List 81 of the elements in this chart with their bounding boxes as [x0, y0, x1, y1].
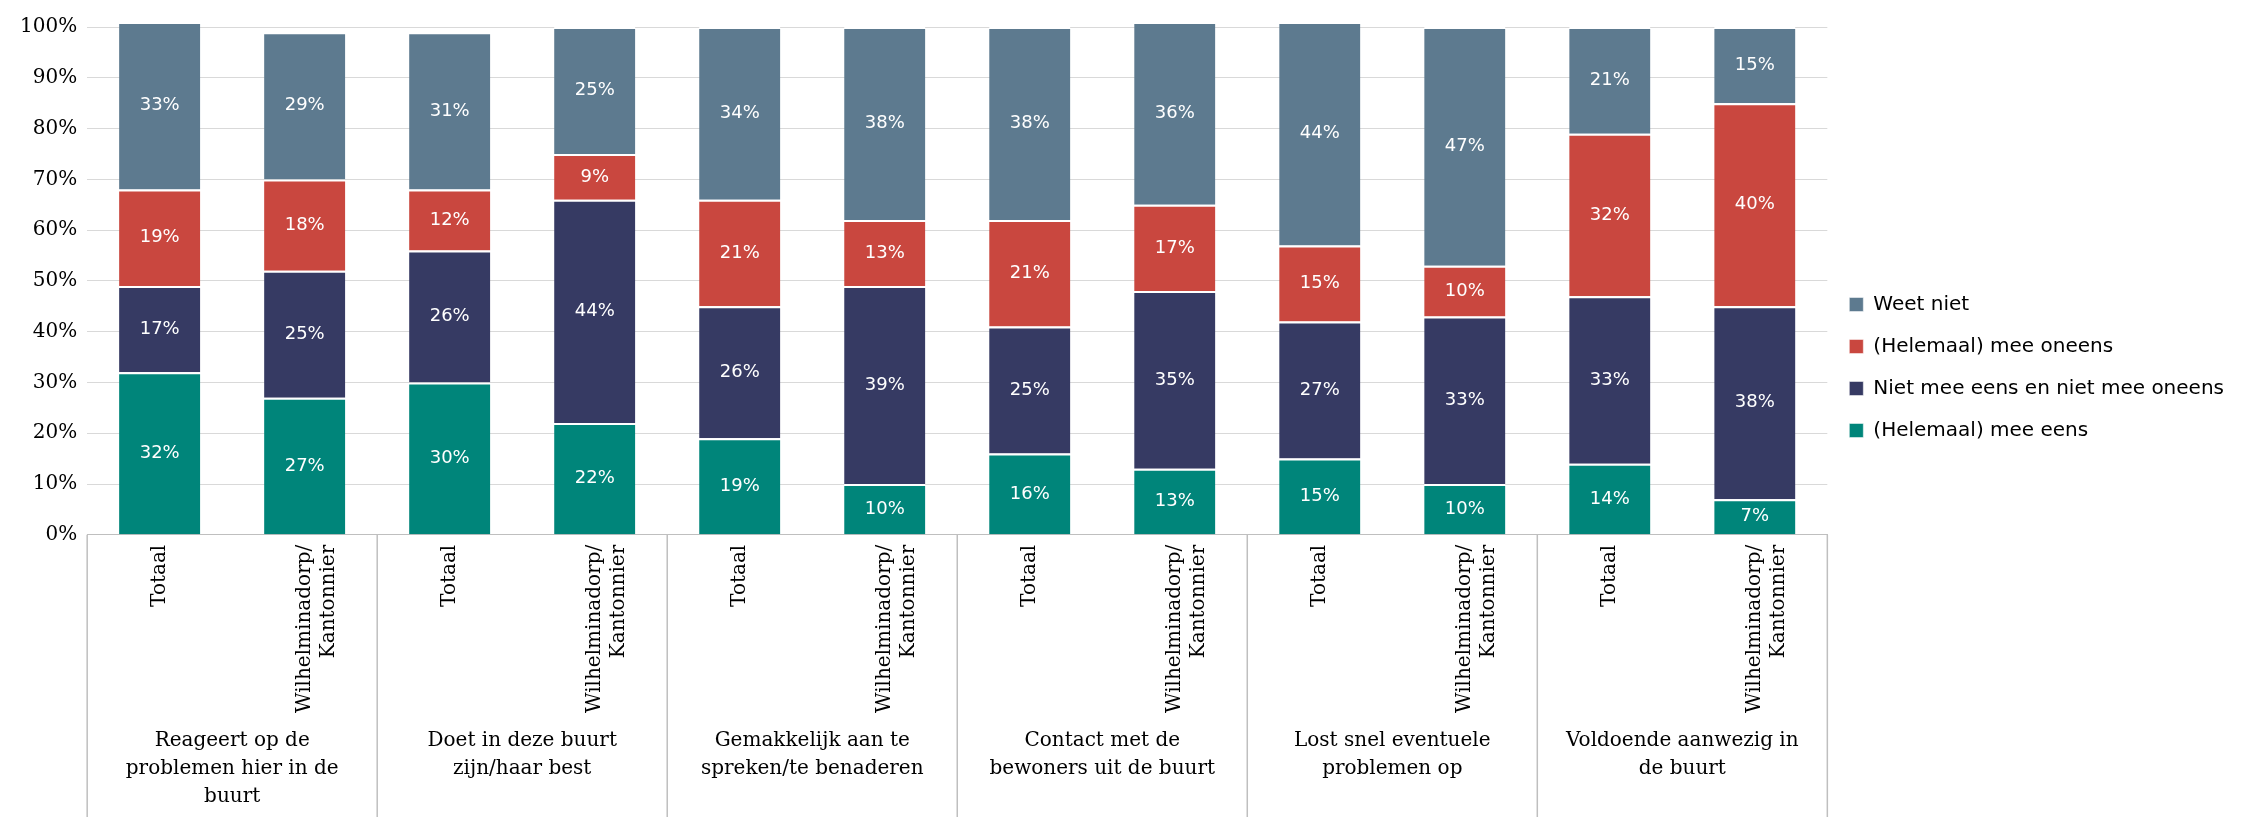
data-label: 15%: [1299, 484, 1340, 506]
x-tick-label: Totaal: [725, 544, 750, 607]
text: Gemakkelijk aan te spreken/te benaderen: [700, 727, 924, 780]
data-label: 10%: [1444, 496, 1485, 518]
data-label: 17%: [1154, 235, 1195, 257]
data-label: 39%: [864, 372, 905, 394]
data-label: 15%: [1734, 52, 1775, 74]
data-label: 10%: [864, 496, 905, 518]
data-label: 19%: [139, 225, 180, 247]
y-tick-label: 50%: [32, 267, 78, 292]
text: Contact met de bewoners uit de buurt: [989, 727, 1216, 780]
data-label: 33%: [1589, 367, 1630, 389]
legend-label: (Helemaal) mee eens: [1873, 416, 2089, 441]
data-label: 27%: [1299, 377, 1340, 399]
data-label: 31%: [429, 98, 470, 120]
y-tick-label: 80%: [32, 114, 78, 139]
data-label: 33%: [1444, 387, 1485, 409]
x-tick-label: Totaal: [435, 544, 460, 607]
text: Voldoende aanwezig in de buurt: [1564, 727, 1799, 780]
data-label: 22%: [574, 466, 615, 488]
data-label: 13%: [864, 240, 905, 262]
data-label: 9%: [580, 164, 609, 186]
data-label: 10%: [1444, 278, 1485, 300]
x-tick-label: Wilhelminadorp/ Kantonnier: [1451, 544, 1499, 714]
data-label: 21%: [1589, 68, 1630, 90]
text: Lost snel eventuele problemen op: [1294, 727, 1491, 780]
y-tick-label: 0%: [45, 520, 78, 545]
data-label: 13%: [1154, 489, 1195, 511]
data-label: 14%: [1589, 486, 1630, 508]
data-label: 35%: [1154, 367, 1195, 389]
data-label: 15%: [1299, 271, 1340, 293]
data-label: 17%: [139, 316, 180, 338]
data-label: 38%: [1734, 390, 1775, 412]
y-tick-label: 90%: [32, 64, 78, 89]
y-tick-label: 40%: [32, 317, 78, 342]
data-label: 16%: [1009, 481, 1050, 503]
y-tick-label: 30%: [32, 368, 78, 393]
data-label: 27%: [284, 453, 325, 475]
y-tick-label: 10%: [32, 470, 78, 495]
data-label: 18%: [284, 212, 325, 234]
data-label: 40%: [1734, 192, 1775, 214]
x-tick-label: Totaal: [1596, 544, 1621, 607]
x-tick-label: Totaal: [1305, 544, 1330, 607]
y-tick-label: 20%: [32, 419, 78, 444]
data-label: 38%: [1009, 111, 1050, 133]
x-tick-label: Totaal: [1015, 544, 1040, 607]
legend-label: Niet mee eens en niet mee oneens: [1873, 374, 2225, 399]
data-label: 25%: [1009, 377, 1050, 399]
legend-label: Weet niet: [1873, 290, 1970, 315]
legend-label: (Helemaal) mee oneens: [1873, 332, 2114, 357]
data-label: 44%: [1299, 121, 1340, 143]
data-label: 47%: [1444, 134, 1485, 156]
data-label: 25%: [574, 78, 615, 100]
data-label: 36%: [1154, 101, 1195, 123]
data-label: 30%: [429, 446, 470, 468]
text: Reageert op de problemen hier in de buurt: [125, 727, 339, 808]
x-tick-label: Wilhelminadorp/ Kantonnier: [290, 544, 339, 714]
data-label: 29%: [284, 93, 325, 115]
x-tick-label: Wilhelminadorp/ Kantonnier: [1160, 544, 1209, 714]
data-label: 33%: [139, 93, 180, 115]
x-tick-label: Wilhelminadorp/ Kantonnier: [580, 544, 629, 714]
data-label: 21%: [719, 240, 760, 262]
text: Doet in deze buurt zijn/haar best: [427, 727, 617, 780]
data-label: 12%: [429, 207, 470, 229]
x-tick-label: Wilhelminadorp/ Kantonnier: [870, 544, 919, 714]
data-label: 7%: [1740, 504, 1770, 526]
data-label: 32%: [139, 440, 180, 462]
data-label: 44%: [574, 299, 615, 321]
data-label: 26%: [719, 359, 760, 381]
data-label: 25%: [284, 321, 325, 343]
data-label: 19%: [719, 473, 760, 495]
data-label: 26%: [429, 304, 470, 326]
data-label: 21%: [1009, 260, 1050, 282]
y-tick-label: 70%: [32, 165, 78, 190]
data-label: 32%: [1589, 202, 1630, 224]
y-tick-label: 100%: [19, 13, 78, 38]
x-tick-label: Wilhelminadorp/ Kantonnier: [1741, 544, 1790, 714]
x-tick-label: Totaal: [145, 544, 170, 607]
y-tick-label: 60%: [32, 216, 78, 241]
data-label: 34%: [719, 101, 760, 123]
data-label: 38%: [864, 111, 905, 133]
